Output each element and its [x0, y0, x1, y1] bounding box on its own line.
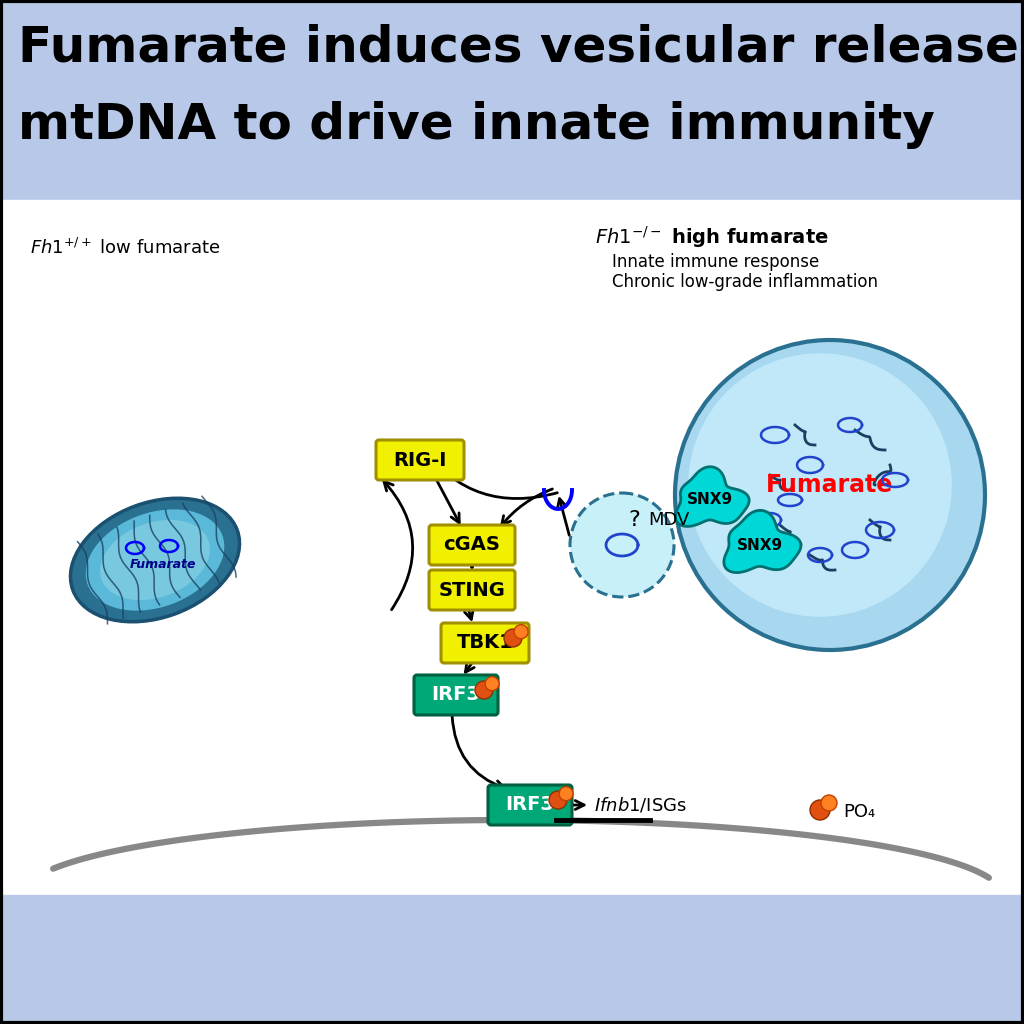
- Circle shape: [810, 800, 830, 820]
- Circle shape: [475, 681, 493, 699]
- Circle shape: [549, 791, 567, 809]
- Text: mtDNA to drive innate immunity: mtDNA to drive innate immunity: [18, 101, 935, 150]
- Circle shape: [485, 677, 499, 691]
- FancyBboxPatch shape: [429, 525, 515, 565]
- Circle shape: [559, 786, 573, 801]
- FancyBboxPatch shape: [488, 785, 572, 825]
- Bar: [0, 895, 1024, 1024]
- Ellipse shape: [100, 520, 210, 600]
- Polygon shape: [724, 510, 801, 572]
- Text: cGAS: cGAS: [443, 536, 501, 555]
- Text: $\it{Fh1}^{-/-}$ high fumarate: $\it{Fh1}^{-/-}$ high fumarate: [595, 224, 828, 250]
- Text: Innate immune response: Innate immune response: [612, 253, 819, 271]
- Ellipse shape: [86, 509, 224, 610]
- Circle shape: [504, 629, 522, 647]
- Circle shape: [688, 353, 951, 616]
- FancyBboxPatch shape: [414, 675, 498, 715]
- Bar: [0, 200, 1024, 895]
- Text: $\it{Ifnb1}$/ISGs: $\it{Ifnb1}$/ISGs: [594, 796, 687, 814]
- Text: Chronic low-grade inflammation: Chronic low-grade inflammation: [612, 273, 878, 291]
- FancyBboxPatch shape: [376, 440, 464, 480]
- Text: PO₄: PO₄: [843, 803, 876, 821]
- Text: STING: STING: [438, 581, 506, 599]
- Text: MDV: MDV: [648, 511, 689, 529]
- Text: IRF3: IRF3: [431, 685, 480, 705]
- Text: SNX9: SNX9: [687, 493, 733, 508]
- Text: TBK1: TBK1: [457, 634, 513, 652]
- Polygon shape: [676, 467, 750, 526]
- Circle shape: [675, 340, 985, 650]
- Text: RIG-I: RIG-I: [393, 451, 446, 469]
- Circle shape: [514, 625, 528, 639]
- Text: Fumarate induces vesicular release of: Fumarate induces vesicular release of: [18, 24, 1024, 72]
- Circle shape: [821, 795, 837, 811]
- Text: Fumarate: Fumarate: [130, 558, 197, 571]
- Circle shape: [570, 493, 674, 597]
- FancyBboxPatch shape: [441, 623, 529, 663]
- Text: $\it{Fh1}^{+/+}$ low fumarate: $\it{Fh1}^{+/+}$ low fumarate: [30, 238, 220, 258]
- Bar: [0, 0, 1024, 200]
- Text: SNX9: SNX9: [737, 538, 783, 553]
- Text: IRF3: IRF3: [506, 796, 554, 814]
- Text: ?: ?: [628, 510, 640, 530]
- FancyBboxPatch shape: [429, 570, 515, 610]
- Text: Fumarate: Fumarate: [766, 473, 894, 497]
- Ellipse shape: [71, 499, 240, 622]
